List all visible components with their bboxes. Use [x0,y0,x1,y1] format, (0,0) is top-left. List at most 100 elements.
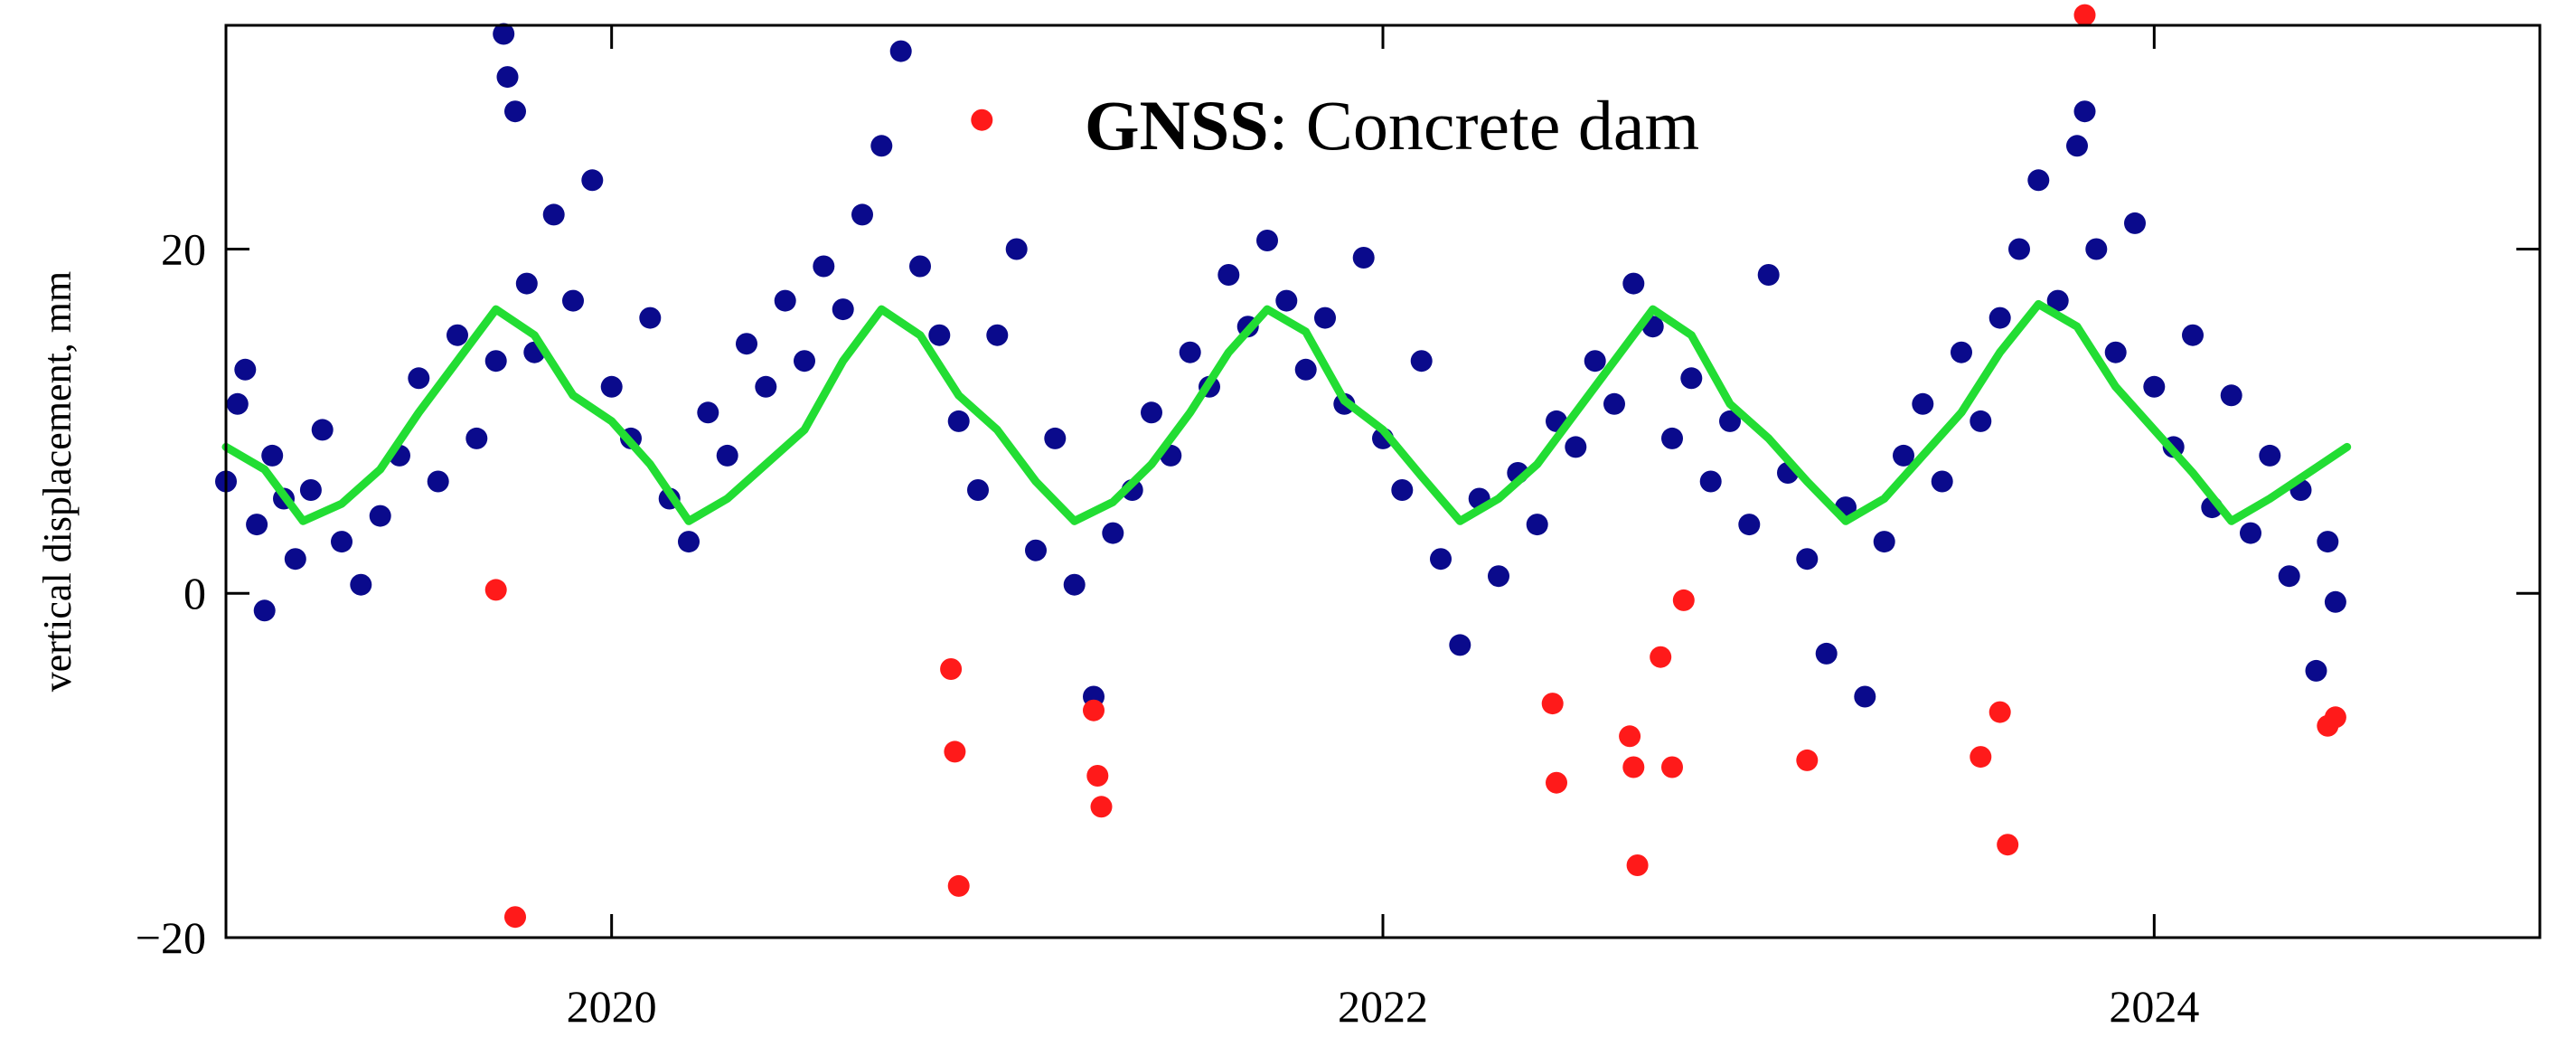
observation-point [600,375,623,398]
observation-point [493,23,515,45]
observation-point [1815,642,1838,665]
observation-point [1025,539,1047,561]
observation-point [261,444,284,467]
observation-point [889,40,912,62]
observation-point [1410,350,1433,373]
outlier-point [2324,706,2346,729]
observation-point [1622,272,1645,295]
chart-title: GNSS: Concrete dam [1085,86,1699,165]
observation-point [1931,470,1953,493]
observation-point [331,531,353,553]
observation-point [427,470,449,493]
outlier-point [504,906,526,929]
axis-tick-labels: 2020 2022 2024 −20 0 20 [136,223,2200,1032]
outlier-point [1546,771,1567,794]
y-axis-label: vertical displacement, mm [35,271,80,693]
observation-point [1449,634,1471,656]
observation-point [2259,444,2281,467]
axis-ticks [226,25,2540,939]
observation-point [1005,238,1028,260]
observation-point [1488,565,1509,588]
observation-point [408,367,430,390]
observation-point [465,427,488,449]
observation-point [870,135,893,157]
observation-point [1719,410,1741,432]
observation-point [716,444,738,467]
observation-point [774,289,796,312]
observation-point [2073,100,2096,123]
observation-point [1102,522,1124,544]
outlier-point [1622,756,1645,778]
observation-point [967,479,989,501]
observation-point [1352,247,1375,269]
observation-point [2008,238,2030,260]
observation-point [2027,169,2050,192]
observation-point [1873,531,1895,553]
observation-point [2278,565,2300,588]
observation-point [1256,230,1278,251]
observation-point [484,350,507,373]
observation-point [1044,427,1067,449]
observation-point [1314,307,1336,329]
observation-point [515,272,538,295]
y-tick-label: −20 [136,912,206,963]
observation-point [832,298,854,321]
outlier-point [947,874,970,897]
observation-point [928,324,951,346]
observation-point [226,392,249,415]
observation-point [1603,392,1625,415]
outlier-point [1541,693,1564,715]
observation-point [697,401,719,424]
outlier-point [1970,746,1992,769]
observation-point [581,169,604,192]
trend-line-group [221,299,2352,525]
observation-point [947,410,970,432]
chart-title-bold: GNSS [1085,86,1269,165]
observation-point [562,289,584,312]
observation-point [447,324,468,346]
observation-point [1912,392,1934,415]
x-tick-label: 2024 [2109,981,2199,1032]
observation-point [755,375,777,398]
outlier-point [2073,4,2096,26]
observation-points [215,23,2346,708]
observation-point [496,66,519,89]
x-tick-label: 2020 [567,981,657,1032]
outlier-point [1086,765,1109,787]
observation-point [678,531,700,553]
outlier-point [1988,701,2011,723]
observation-point [299,479,322,501]
observation-point [794,350,815,373]
observation-point [1738,514,1761,536]
outlier-point [940,658,963,680]
observation-point [1141,401,1162,424]
outlier-points [484,4,2346,929]
observation-point [369,505,391,527]
trend-line [221,299,2352,525]
observation-point [1391,479,1414,501]
observation-point [1584,350,1606,373]
observation-point [1063,573,1086,596]
outlier-point [1083,699,1105,722]
observation-point [2104,341,2127,363]
observation-point [1970,410,1992,432]
observation-point [246,514,268,536]
observation-point [2324,590,2346,613]
observation-point [2305,659,2327,682]
observation-point [1217,264,1240,286]
observation-point [2066,135,2088,157]
observation-point [2085,238,2108,260]
observation-point [1179,341,1201,363]
observation-point [2317,531,2339,553]
observation-point [1661,427,1683,449]
observation-point [813,255,835,278]
observation-point [639,307,662,329]
outlier-point [484,579,507,601]
outlier-point [1090,796,1113,818]
observation-point [350,573,372,596]
outlier-point [1650,646,1672,668]
outlier-point [1796,749,1819,771]
observation-point [2143,375,2166,398]
observation-point [1951,341,1972,363]
